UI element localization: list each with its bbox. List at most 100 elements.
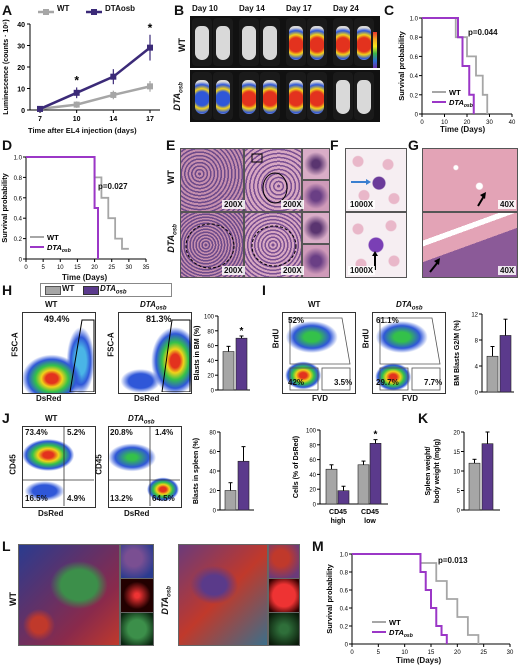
dta-base: DTA	[165, 234, 176, 253]
h-ytick-label: 60	[207, 344, 214, 350]
panel-l-letter: L	[2, 538, 11, 554]
i-bar-0	[486, 355, 499, 393]
j1-ytick-label: 60	[209, 450, 216, 456]
panel-i-wt-title: WT	[308, 300, 321, 309]
panel-i-wt-plot	[282, 312, 356, 394]
panel-l-row-dta: DTAosb	[160, 586, 173, 615]
panel-b-mouse	[192, 18, 212, 66]
m-xtick-label: 5	[377, 650, 381, 656]
panel-e-dta-inset1	[302, 212, 330, 244]
a-star-2: *	[148, 21, 153, 35]
c-xtick-label: 10	[441, 120, 448, 126]
legend-dta-label: DTAosb	[105, 4, 136, 13]
d-ytick-label: 0.6	[14, 196, 23, 202]
i-wt-gate-top	[289, 317, 351, 365]
i-bar-1	[499, 335, 512, 393]
h-wt-gate	[69, 319, 95, 392]
dta-sub: osb	[143, 419, 155, 426]
k-ytick-label: 10	[453, 470, 460, 476]
panel-h-wt-xaxis: DsRed	[36, 394, 62, 403]
panel-b-mouse-body	[242, 26, 256, 60]
m-legend-wt: WT	[389, 618, 401, 627]
a-star-1: *	[74, 73, 79, 87]
c-ytick-label: 0	[415, 113, 419, 119]
d-ytick-label: 0.8	[14, 176, 23, 182]
panel-h-wt-pct: 49.4%	[44, 314, 70, 324]
c-legend-dta: DTAosb	[449, 98, 473, 109]
panel-j-dta-tl: 20.8%	[110, 428, 133, 437]
panel-b-mouse-body	[242, 80, 256, 114]
legend-wt-label: WT	[57, 4, 70, 13]
m-legend-dta: DTAosb	[389, 628, 413, 639]
panel-b-mouse	[333, 18, 353, 66]
k-ytick-label: 0	[457, 509, 461, 515]
d-xtick-label: 35	[143, 265, 150, 271]
panel-e-wt-inset1	[302, 148, 330, 180]
panel-j-wt-bl: 16.5%	[25, 494, 48, 503]
d-curve-0	[26, 156, 129, 250]
dta-sub: osb	[115, 289, 127, 296]
g-wt-arrow	[477, 195, 485, 207]
j1-bar-0	[224, 490, 237, 511]
j1-ytick-label: 0	[213, 509, 217, 515]
legend-wt-marker	[43, 9, 49, 15]
panel-k-bar-chart: 0 5 10 15 20 Spleen weight/body weight (mg/g)	[425, 431, 500, 515]
d-ytick-label: 0.2	[14, 237, 23, 243]
h-ylabel: Blasts in BM (%)	[194, 326, 201, 381]
panel-b-mouse-body	[289, 26, 303, 60]
panel-a-legend-svg	[38, 9, 102, 15]
a-ytick-label: 0	[21, 108, 25, 115]
panel-h-dta-pct: 81.3%	[146, 314, 172, 324]
legend-dta-swatch	[83, 286, 99, 295]
panel-h-wt-plot	[22, 312, 96, 394]
panel-j-wt-tr: 5.2%	[67, 428, 86, 437]
d-ytick-label: 0.4	[14, 217, 23, 223]
d-xtick-label: 10	[57, 265, 64, 271]
e-dta-dashed-1	[185, 223, 235, 269]
j2-group2-l2: low	[364, 518, 376, 525]
panel-b-mouse	[286, 18, 306, 66]
panel-c-xlabel: Time (Days)	[440, 125, 486, 134]
panel-h-wt-title: WT	[45, 300, 58, 309]
panel-d-letter: D	[2, 137, 13, 153]
panel-j-quadrants	[22, 426, 180, 506]
panel-b-day-4: Day 24	[333, 4, 359, 13]
h-ytick-label: 100	[204, 315, 215, 321]
j2-ytick-label: 0	[313, 503, 317, 509]
panel-f-mag-2: 1000X	[348, 266, 376, 275]
panel-m-xlabel: Time (Days)	[396, 656, 442, 665]
panel-b-mouse-body	[195, 80, 209, 114]
panel-f-mag-1: 1000X	[348, 200, 376, 209]
panel-d-pvalue: p=0.027	[98, 182, 128, 191]
panel-j-spleen-bar-chart: 0 20 40 60 80 Blasts in spleen (%)	[193, 431, 254, 515]
m-legend-dta-sub: osb	[404, 633, 413, 639]
i-ylabel: BM Blasts G2/M (%)	[454, 320, 461, 386]
panel-j-dta-br: 64.5%	[152, 494, 175, 503]
panel-i-wt-top: 52%	[288, 316, 305, 325]
m-ytick-label: 1.0	[340, 553, 349, 559]
f-wt-arrowhead	[366, 179, 371, 185]
c-legend-dta-sub: osb	[464, 103, 473, 109]
panel-f-wt-smear	[345, 148, 407, 212]
panel-e-row-dta: DTAosb	[166, 224, 179, 253]
j2-bar	[325, 468, 338, 505]
a-xtick-label: 17	[146, 116, 154, 123]
j2-star: *	[374, 430, 378, 441]
panel-i-dta-yaxis: BrdU	[361, 328, 371, 349]
panel-l-wt-inset-merge	[120, 544, 154, 579]
j2-group2-l1: CD45	[361, 509, 379, 516]
d-ytick-label: 0	[19, 258, 23, 264]
dta-base: DTA	[128, 414, 144, 423]
panel-i-gates	[289, 317, 441, 391]
panel-b-mouse	[260, 72, 280, 120]
dta-sub: osb	[155, 305, 167, 312]
panel-i-dta-title: DTAosb	[396, 300, 423, 312]
h-bar-1	[235, 337, 248, 391]
c-ytick-label: 0.4	[410, 74, 419, 80]
g-wt-arrowhead	[480, 192, 486, 199]
panel-h-dta-plot	[118, 312, 192, 394]
a-xtick-label: 7	[38, 116, 42, 123]
panel-e-wt-inset2	[302, 180, 330, 212]
panel-h-legend-dta: DTAosb	[100, 284, 127, 296]
legend-wt-swatch	[45, 286, 61, 295]
